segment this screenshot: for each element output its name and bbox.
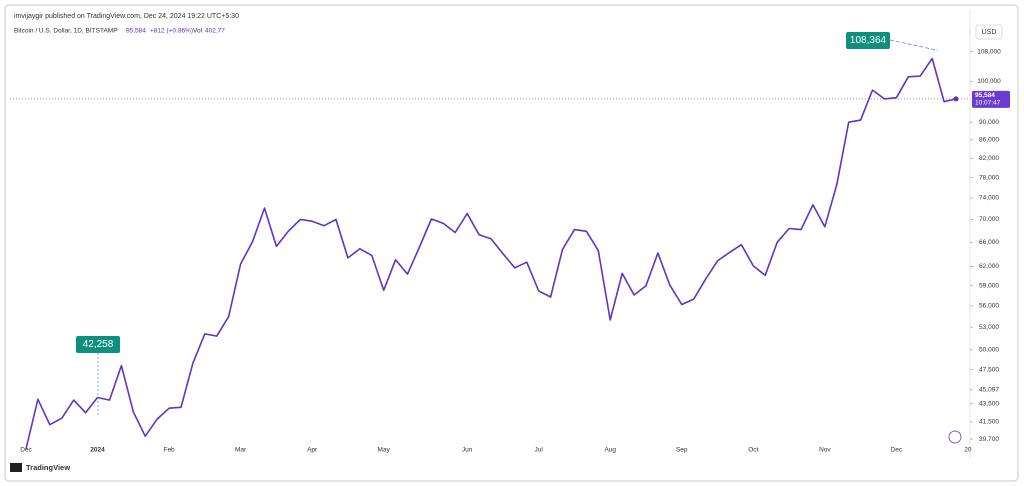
y-tick-label: 74,000 bbox=[979, 195, 999, 202]
y-tick-label: 86,000 bbox=[979, 137, 999, 144]
x-tick-label: Sep bbox=[676, 447, 688, 454]
currency-box[interactable] bbox=[975, 24, 1003, 40]
y-tick-label: 41,500 bbox=[979, 419, 999, 426]
annotation-leader bbox=[889, 39, 939, 51]
symbol: Bitcoin / U.S. Dollar, 1D, BITSTAMP bbox=[14, 28, 118, 35]
x-tick-label: Oct bbox=[748, 447, 758, 454]
countdown: 10:07:47 bbox=[975, 100, 1001, 107]
y-tick-label: 62,000 bbox=[979, 263, 999, 270]
y-tick-label: 90,000 bbox=[979, 119, 999, 126]
y-tick-label: 45,097 bbox=[979, 386, 999, 393]
brand: TradingView bbox=[26, 463, 70, 472]
x-tick-label: Feb bbox=[163, 447, 175, 454]
y-tick-label: 78,000 bbox=[979, 174, 999, 181]
y-tick-label: 39,700 bbox=[979, 436, 999, 443]
x-tick-label: Jun bbox=[462, 447, 473, 454]
y-tick-label: 82,000 bbox=[979, 155, 999, 162]
x-tick-label: Jul bbox=[535, 447, 544, 454]
volume-label: Vol bbox=[193, 28, 203, 35]
y-tick-label: 50,000 bbox=[979, 346, 999, 353]
annotation-box bbox=[76, 336, 120, 353]
y-tick-label: 70,000 bbox=[979, 216, 999, 223]
y-tick-label: 56,000 bbox=[979, 303, 999, 310]
currency[interactable]: USD bbox=[982, 29, 997, 36]
last-point bbox=[953, 96, 959, 102]
y-tick-label: 108,000 bbox=[977, 48, 1001, 55]
x-tick-label: Nov bbox=[819, 447, 831, 454]
x-tick-label: Mar bbox=[235, 447, 247, 454]
y-tick-label: 100,000 bbox=[977, 78, 1001, 85]
annotation-label: 42,258 bbox=[83, 339, 114, 350]
x-tick-label: Aug bbox=[604, 447, 616, 454]
header-price: 95,584 bbox=[126, 28, 146, 35]
price-badge-value: 95,584 bbox=[975, 92, 995, 99]
publisher: imvijaygir published on TradingView.com,… bbox=[14, 13, 239, 20]
x-tick-label: Apr bbox=[307, 447, 318, 454]
x-tick-label: Dec bbox=[20, 447, 32, 454]
x-tick-label: 2024 bbox=[90, 447, 105, 454]
logo-icon bbox=[10, 463, 22, 472]
price-line bbox=[25, 57, 957, 450]
y-tick-label: 66,000 bbox=[979, 239, 999, 246]
y-tick-label: 53,000 bbox=[979, 324, 999, 331]
volume: 402.77 bbox=[205, 28, 225, 35]
frame bbox=[4, 4, 1019, 482]
y-tick-label: 59,000 bbox=[979, 282, 999, 289]
y-tick-label: 47,500 bbox=[979, 366, 999, 373]
x-tick-label: May bbox=[378, 447, 391, 454]
annotation-box bbox=[846, 32, 890, 49]
annotation-label: 108,364 bbox=[850, 35, 887, 46]
price-badge bbox=[972, 90, 1010, 108]
alert-icon[interactable] bbox=[948, 430, 962, 444]
x-tick-label: 20 bbox=[964, 447, 972, 454]
y-tick-label: 43,500 bbox=[979, 400, 999, 407]
x-tick-label: Dec bbox=[891, 447, 903, 454]
change: +812 (+0.86%) bbox=[150, 28, 193, 35]
